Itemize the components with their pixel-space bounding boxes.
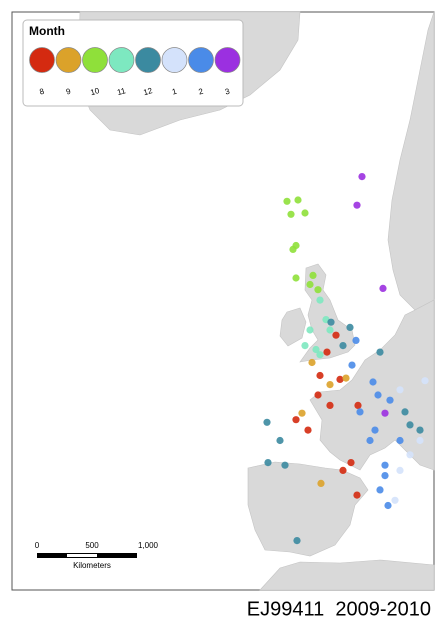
observation <box>294 196 302 204</box>
legend-swatch <box>55 47 82 73</box>
observation <box>421 377 429 385</box>
observation <box>381 409 389 417</box>
observation <box>346 323 354 331</box>
scale-label: 500 <box>85 541 99 550</box>
observation <box>314 391 322 399</box>
observation <box>332 331 340 339</box>
observation <box>416 426 424 434</box>
ireland <box>279 307 307 347</box>
legend-label: 11 <box>116 86 127 97</box>
africa <box>259 559 435 591</box>
legend-swatch <box>161 47 188 73</box>
observation <box>283 197 291 205</box>
observation <box>336 375 344 383</box>
observation <box>264 459 272 467</box>
observation <box>406 421 414 429</box>
observation <box>306 280 314 289</box>
scale-label: 1,000 <box>138 541 159 550</box>
observation <box>316 296 324 304</box>
observation <box>304 426 312 434</box>
legend-swatch <box>214 47 241 73</box>
legend-swatch <box>135 47 161 73</box>
observation <box>391 496 399 504</box>
observation <box>396 386 404 394</box>
observation <box>342 374 350 382</box>
observation <box>376 486 384 494</box>
observation <box>276 436 284 445</box>
caption: EJ99411 2009-2010 <box>247 598 431 620</box>
scale-bar-segment <box>67 554 97 557</box>
observation <box>326 326 334 334</box>
observation <box>316 371 324 380</box>
observation <box>384 501 392 510</box>
iberia <box>247 461 369 557</box>
observation <box>339 342 347 350</box>
legend-title: Month <box>29 24 65 38</box>
legend-label: 12 <box>142 86 153 97</box>
observation <box>293 537 301 545</box>
scale-unit: Kilometers <box>73 561 111 570</box>
observation <box>301 342 309 350</box>
observation <box>356 408 364 416</box>
legend-swatch <box>29 47 55 73</box>
legend-label: 8 <box>39 87 46 97</box>
observation <box>371 426 379 434</box>
legend-label: 10 <box>89 86 100 97</box>
observation <box>401 408 409 416</box>
observation <box>287 210 295 218</box>
observation <box>289 245 297 253</box>
observation <box>263 418 271 426</box>
observation <box>374 391 382 399</box>
observation <box>314 286 322 294</box>
observation <box>323 348 331 356</box>
observation <box>348 361 356 369</box>
observation <box>292 416 300 424</box>
observation <box>353 201 361 209</box>
observation <box>317 479 325 487</box>
observations <box>263 173 429 545</box>
observation <box>326 401 334 409</box>
observation <box>379 284 387 292</box>
observation <box>369 378 377 386</box>
observation <box>366 436 374 445</box>
observation <box>316 351 324 359</box>
legend-label: 9 <box>65 87 72 97</box>
legend-label: 1 <box>171 87 178 97</box>
legend-label: 3 <box>224 87 231 97</box>
observation <box>376 348 384 356</box>
great-britain <box>299 263 356 363</box>
observation <box>327 318 335 326</box>
observation <box>354 401 362 409</box>
scale-label: 0 <box>35 541 40 550</box>
legend-label: 2 <box>198 87 205 97</box>
observation <box>406 451 414 459</box>
observation <box>386 396 394 404</box>
scale-bar: 0 500 1,000 Kilometers <box>35 541 159 570</box>
observation <box>312 345 320 354</box>
observation <box>416 436 424 445</box>
legend-swatch <box>188 47 214 73</box>
observation <box>347 459 355 467</box>
observation <box>301 209 309 217</box>
observation <box>358 173 366 181</box>
observation <box>292 274 300 282</box>
observation <box>308 358 316 367</box>
observation <box>352 336 360 344</box>
legend: 8 9 10 11 12 1 2 3 <box>29 47 241 97</box>
observation <box>396 436 404 445</box>
observation <box>381 461 389 469</box>
observation <box>309 271 317 279</box>
observation <box>381 472 389 480</box>
observation <box>326 381 334 389</box>
observation <box>281 461 289 469</box>
legend-swatch <box>108 47 135 73</box>
observation <box>306 326 314 334</box>
legend-swatch <box>82 47 108 73</box>
observation <box>298 409 306 417</box>
observation <box>396 466 404 474</box>
observation <box>339 466 347 474</box>
observation <box>353 491 361 499</box>
